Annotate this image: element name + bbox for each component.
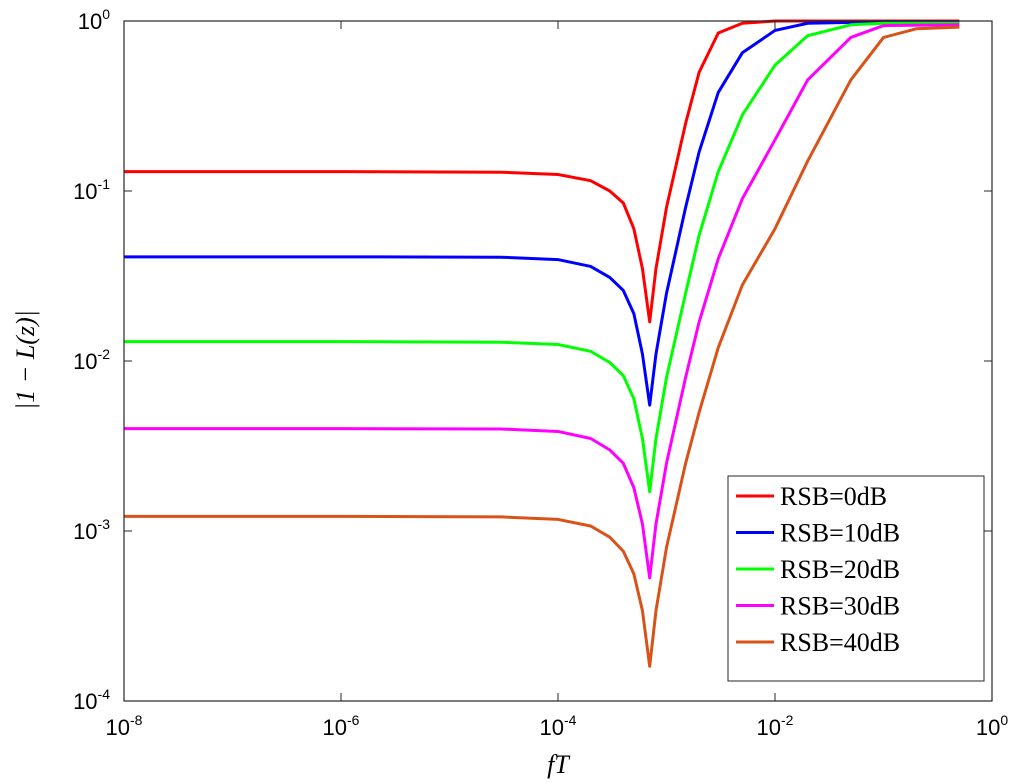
series-line-1 bbox=[124, 19, 960, 324]
x-axis-label: fT bbox=[547, 750, 570, 779]
legend-label: RSB=40dB bbox=[780, 628, 900, 657]
series-line-5 bbox=[124, 25, 960, 668]
y-tick-label: 10-3 bbox=[73, 516, 110, 544]
legend-box bbox=[727, 475, 985, 682]
series-line-3 bbox=[124, 21, 960, 494]
y-tick-label: 100 bbox=[78, 6, 110, 34]
x-tick-label: 10-6 bbox=[323, 712, 360, 740]
legend-label: RSB=30dB bbox=[780, 592, 900, 621]
x-tick-label: 10-8 bbox=[106, 712, 143, 740]
x-tick-label: 10-2 bbox=[757, 712, 794, 740]
x-tick-label: 10-4 bbox=[540, 712, 577, 740]
legend-entries: RSB=0dB RSB=10dB RSB=20dB RSB=30dB RSB=40dB bbox=[736, 482, 900, 657]
legend-label: RSB=20dB bbox=[780, 555, 900, 584]
y-tick-label: 10-4 bbox=[73, 686, 110, 714]
y-tick-label: 10-1 bbox=[73, 176, 110, 204]
legend-label: RSB=0dB bbox=[780, 482, 887, 511]
series-line-2 bbox=[124, 20, 960, 407]
legend: RSB=0dB RSB=10dB RSB=20dB RSB=30dB RSB=40dB bbox=[727, 475, 985, 682]
legend-label: RSB=10dB bbox=[780, 519, 900, 548]
series-layer bbox=[124, 19, 960, 668]
y-axis-label: |1 − L(z)| bbox=[11, 310, 40, 410]
x-tick-label: 100 bbox=[976, 712, 1008, 740]
y-tick-label: 10-2 bbox=[73, 346, 110, 374]
series-line-4 bbox=[124, 23, 960, 580]
